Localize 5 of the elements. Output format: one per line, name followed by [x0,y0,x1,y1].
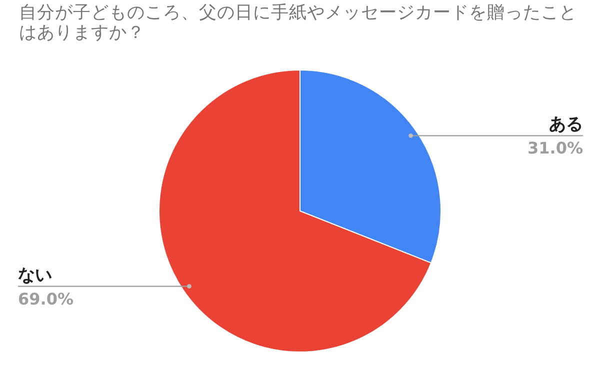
slice-label: ある [549,114,583,135]
data-label: 69.0% [18,289,74,308]
slice-label: ない [18,265,52,286]
data-label: 31.0% [527,138,583,158]
chart-title: 自分が子どものころ、父の日に手紙やメッセージカードを贈ったことはありますか？ [19,3,578,43]
